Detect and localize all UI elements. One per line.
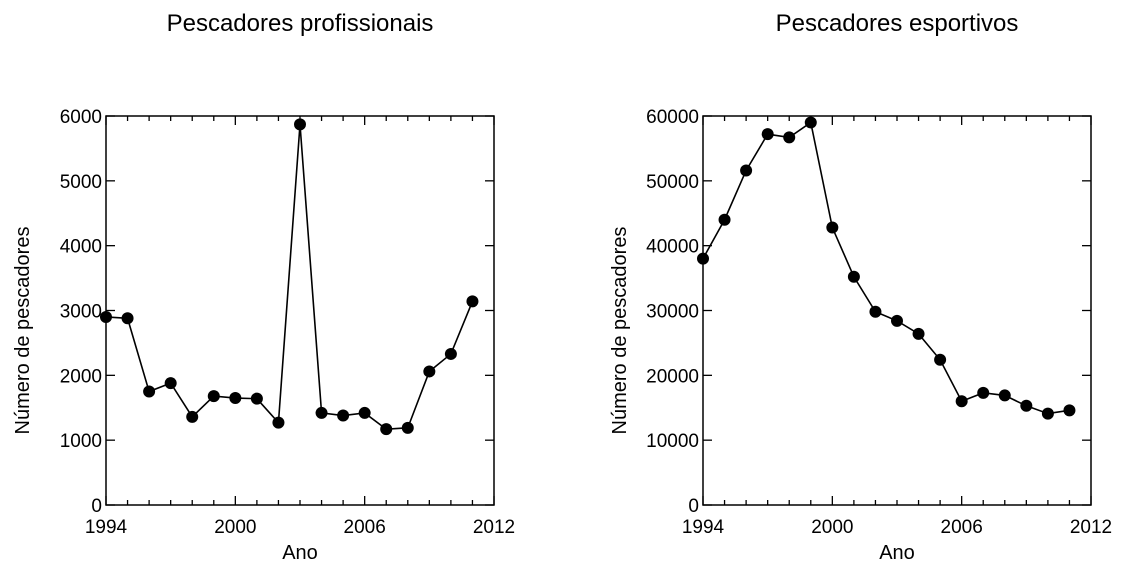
chart2-x-tick-label: 1994 <box>682 517 725 538</box>
chart2-y-tick-label: 40000 <box>646 237 699 258</box>
chart2-data-point <box>826 221 839 234</box>
chart1-x-axis-label: Ano <box>282 542 318 564</box>
chart1-data-point <box>207 390 220 403</box>
chart1-data-point <box>466 295 479 308</box>
chart1-data-point <box>164 377 177 390</box>
chart1-y-tick-label: 4000 <box>60 237 102 258</box>
chart1-y-tick-label: 5000 <box>60 172 102 193</box>
chart2-y-tick-label: 60000 <box>646 107 699 128</box>
chart2-data-point <box>912 327 925 340</box>
chart1-title: Pescadores profissionais <box>167 10 434 37</box>
chart2-data-point <box>891 314 903 327</box>
chart1-data-point <box>294 118 306 131</box>
chart1-data-point <box>337 409 350 422</box>
chart2-data-point <box>804 116 817 129</box>
chart1-series-line <box>105 124 474 430</box>
chart1-y-axis-label: Número de pescadores <box>12 227 34 435</box>
chart1-data-point <box>444 347 457 360</box>
chart2-data-point <box>977 386 990 399</box>
chart1-x-tick-label: 1994 <box>85 517 128 538</box>
chart2-data-point <box>783 131 796 144</box>
chart1-data-point <box>100 310 112 323</box>
chart2-x-axis-label: Ano <box>879 542 915 564</box>
chart1-data-point <box>250 392 263 405</box>
chart2-data-point <box>955 395 968 408</box>
chart1-data-point <box>401 421 414 434</box>
chart2-x-tick-label: 2006 <box>941 517 983 538</box>
chart2-data-point <box>847 270 860 283</box>
chart1-data-point <box>143 385 156 398</box>
chart2-y-tick-label: 20000 <box>646 366 699 387</box>
chart1-x-tick-label: 2012 <box>473 517 515 538</box>
chart2-x-tick-label: 2000 <box>811 517 853 538</box>
chart2-title: Pescadores esportivos <box>776 10 1019 37</box>
chart1-x-tick-label: 2006 <box>344 517 386 538</box>
chart1-y-tick-label: 2000 <box>60 366 102 387</box>
chart2-data-point <box>1020 399 1033 412</box>
chart2-plot-frame <box>702 115 1092 506</box>
chart2-data-point <box>740 164 753 177</box>
chart2-data-point <box>1063 404 1076 417</box>
chart2-data-point <box>1041 407 1054 420</box>
chart2-y-tick-label: 50000 <box>646 172 699 193</box>
chart1-data-point <box>358 406 371 419</box>
chart2-y-axis-label: Número de pescadores <box>609 227 631 435</box>
chart1-data-point <box>315 406 328 419</box>
chart1-y-tick-label: 3000 <box>60 302 102 323</box>
chart2-y-tick-label: 10000 <box>646 431 699 452</box>
chart1-y-tick-label: 6000 <box>60 107 102 128</box>
chart1-data-point <box>186 410 199 423</box>
chart2-series-line <box>702 121 1070 415</box>
chart1-data-point <box>272 416 285 429</box>
chart2-data-point <box>934 353 947 366</box>
chart2-y-tick-label: 0 <box>688 496 699 517</box>
chart1-plot-frame <box>105 115 495 506</box>
chart1-data-point <box>229 392 242 405</box>
chart1-y-tick-label: 0 <box>91 496 102 517</box>
chart1-x-tick-label: 2000 <box>214 517 256 538</box>
chart1-y-tick-label: 1000 <box>60 431 102 452</box>
chart1-data-point <box>423 365 436 378</box>
chart1-data-point <box>380 423 393 436</box>
chart2-y-tick-label: 30000 <box>646 302 699 323</box>
chart2-data-point <box>718 213 731 226</box>
chart2-data-point <box>697 252 709 265</box>
chart2-data-point <box>869 305 882 318</box>
chart1-data-point <box>121 312 134 325</box>
chart2-data-point <box>998 389 1011 402</box>
chart2-x-tick-label: 2012 <box>1070 517 1112 538</box>
chart2-data-point <box>761 128 774 141</box>
